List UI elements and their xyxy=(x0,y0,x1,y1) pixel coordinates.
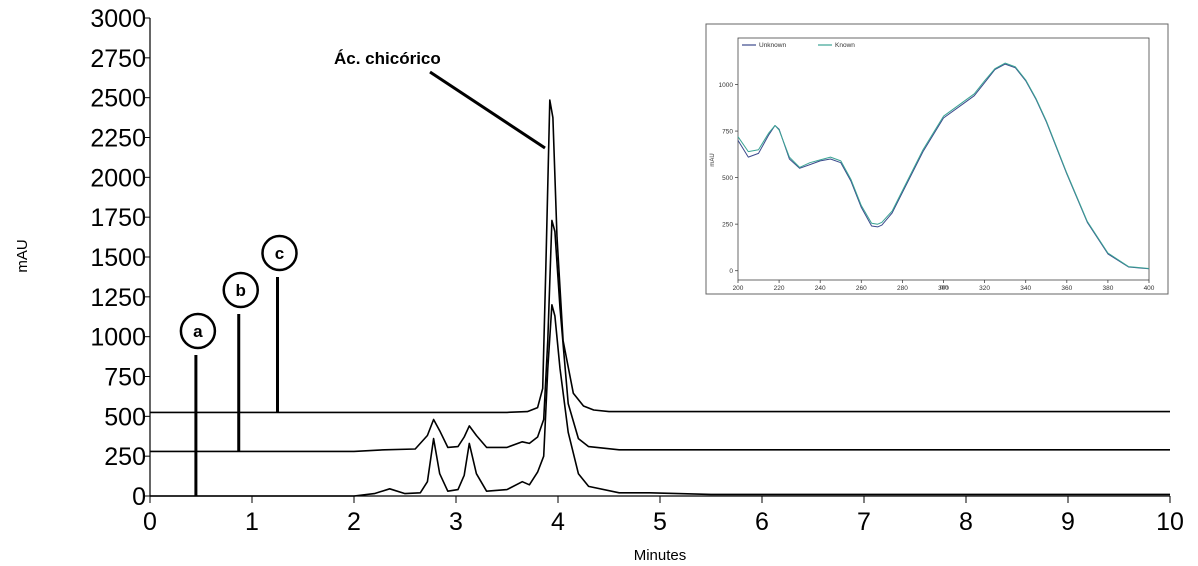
inset-series-lines xyxy=(737,62,1150,270)
y-tick-label: 0 xyxy=(132,483,146,511)
legend-label-known: Known xyxy=(835,42,855,49)
main-plot: 0250500750100012501500175020002250250027… xyxy=(14,5,1184,564)
y-tick-label: 3000 xyxy=(90,5,146,33)
annotation-label: Ác. chicórico xyxy=(334,49,441,68)
inset-x-axis-ticks: 200 220 240 260 280 300 320 340 360 380 400 xyxy=(733,280,1155,292)
inset-x-tick-label: 240 xyxy=(815,285,826,292)
inset-x-tick-label: 220 xyxy=(774,285,785,292)
series-badge-label-c: c xyxy=(275,244,284,263)
inset-x-tick-label: 260 xyxy=(856,285,867,292)
inset-y-tick-label: 1000 xyxy=(719,82,734,89)
series-badge-c xyxy=(261,234,298,272)
inset-x-tick-label: 380 xyxy=(1102,285,1113,292)
series-line-a xyxy=(150,303,1170,497)
annotation-leader xyxy=(429,70,546,150)
series-badge-label-a: a xyxy=(193,322,203,341)
series-labels: a b c xyxy=(179,234,298,496)
series-badge-label-b: b xyxy=(236,281,246,300)
x-tick-label: 3 xyxy=(449,508,463,536)
inset-spectrum: 0 250 500 750 1000 200 220 240 260 280 300 320 340 3… xyxy=(705,23,1169,295)
legend-label-unknown: Unknown xyxy=(759,42,786,49)
y-axis-title: mAU xyxy=(14,239,31,272)
inset-legend: Unknown Known xyxy=(742,42,855,49)
x-tick-label: 10 xyxy=(1156,508,1184,536)
y-tick-label: 750 xyxy=(104,364,146,392)
inset-x-tick-label: 300 xyxy=(938,285,949,292)
series-line-c xyxy=(150,99,1170,414)
inset-y-tick-label: 750 xyxy=(722,129,733,136)
y-axis-ticks: 0 250 500 750 1000 1250 1500 1750 2000 2250 2500 27… xyxy=(90,5,150,511)
main-series-lines xyxy=(150,99,1170,497)
x-axis-title: Minutes xyxy=(634,547,687,564)
inset-frame xyxy=(705,23,1169,295)
x-tick-label: 7 xyxy=(857,508,871,536)
inset-y-axis-ticks: 0 250 500 750 1000 xyxy=(719,82,738,275)
x-tick-label: 8 xyxy=(959,508,973,536)
inset-series-line-known xyxy=(737,62,1150,269)
y-tick-label: 2500 xyxy=(90,85,146,113)
series-badge-b xyxy=(222,271,259,309)
series-badge-a xyxy=(179,312,217,350)
x-tick-label: 2 xyxy=(347,508,361,536)
x-axis-ticks: 0 1 2 3 4 5 6 7 8 9 10 xyxy=(143,496,1184,536)
inset-x-tick-label: 280 xyxy=(897,285,908,292)
series-line-b xyxy=(150,219,1170,453)
y-tick-label: 250 xyxy=(104,443,146,471)
inset-x-tick-label: 320 xyxy=(979,285,990,292)
inset-x-tick-label: 400 xyxy=(1144,285,1155,292)
inset-x-tick-label: 200 xyxy=(733,285,744,292)
inset-y-tick-label: 0 xyxy=(729,268,733,275)
x-tick-label: 0 xyxy=(143,508,157,536)
x-tick-label: 6 xyxy=(755,508,769,536)
y-tick-label: 1250 xyxy=(90,284,146,312)
inset-x-tick-label: 360 xyxy=(1061,285,1072,292)
y-tick-label: 1000 xyxy=(90,324,146,352)
x-tick-label: 9 xyxy=(1061,508,1075,536)
inset-x-tick-label: 340 xyxy=(1020,285,1031,292)
x-tick-label: 1 xyxy=(245,508,259,536)
x-tick-label: 5 xyxy=(653,508,667,536)
y-tick-label: 2250 xyxy=(90,125,146,153)
inset-y-axis-title: mAU xyxy=(710,153,716,166)
inset-y-tick-label: 500 xyxy=(722,175,733,182)
x-tick-label: 4 xyxy=(551,508,565,536)
y-tick-label: 2000 xyxy=(90,164,146,192)
inset-x-axis-title: nm xyxy=(940,285,948,291)
inset-y-tick-label: 250 xyxy=(722,222,733,229)
y-tick-label: 1750 xyxy=(90,204,146,232)
y-tick-label: 2750 xyxy=(90,45,146,73)
y-tick-label: 1500 xyxy=(90,244,146,272)
y-tick-label: 500 xyxy=(104,403,146,431)
